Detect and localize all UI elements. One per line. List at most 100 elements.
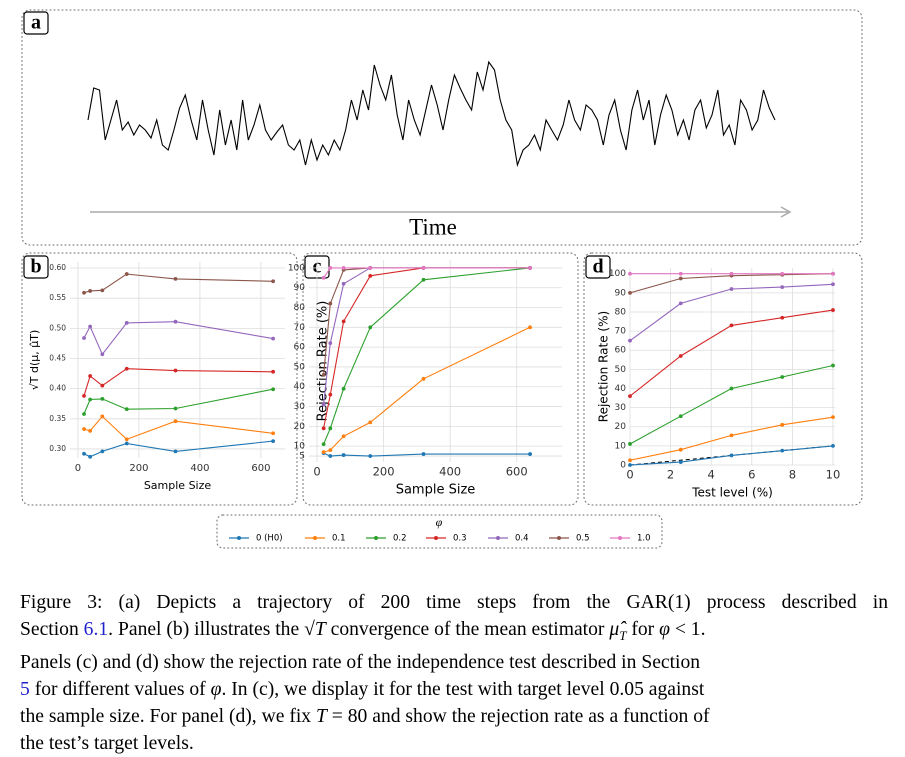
- point: [82, 451, 86, 456]
- point: [100, 352, 105, 357]
- caption-text: < 1.: [669, 619, 706, 640]
- panel-box: [21, 252, 298, 506]
- caption-math: φ: [210, 678, 222, 700]
- caption-link[interactable]: 6.1: [83, 619, 109, 640]
- caption-line: Panels (c) and (d) show the rejection ra…: [20, 649, 888, 676]
- x-tick-label: 600: [506, 465, 528, 479]
- point: [678, 414, 683, 419]
- point: [173, 368, 178, 373]
- point: [729, 453, 734, 458]
- point: [88, 397, 93, 402]
- point: [341, 281, 346, 286]
- caption-line: Figure 3: (a) Depicts a trajectory of 20…: [20, 589, 888, 616]
- panel-label: b: [30, 256, 41, 278]
- y-tick-label: 50: [294, 362, 306, 372]
- panel-label-box: [23, 255, 49, 279]
- point: [328, 266, 333, 270]
- point: [124, 441, 129, 446]
- point: [100, 383, 105, 388]
- point: [328, 426, 333, 431]
- legend-label: 1.0: [637, 534, 651, 544]
- caption-math: T: [619, 627, 627, 643]
- x-tick-label: 200: [129, 463, 148, 474]
- y-tick-label: 0: [620, 461, 626, 471]
- point: [88, 289, 93, 293]
- legend-label: 0.5: [576, 534, 590, 544]
- point: [321, 426, 326, 431]
- point: [368, 266, 373, 270]
- y-tick-label: 0.45: [49, 353, 66, 362]
- series-line: [83, 368, 274, 397]
- point: [528, 266, 532, 270]
- caption-math: √T: [304, 619, 326, 640]
- point: [678, 271, 683, 276]
- caption-text: convergence of the mean estimator: [325, 619, 610, 640]
- series-line: [323, 452, 530, 457]
- legend-label: 0.4: [515, 534, 529, 544]
- panel-label-box: [23, 11, 49, 35]
- point: [780, 422, 785, 427]
- y-tick-label: 50: [615, 365, 627, 375]
- series-line: [323, 267, 530, 375]
- x-tick-label: 6: [748, 468, 755, 482]
- point: [328, 448, 333, 453]
- point: [124, 407, 129, 412]
- point: [173, 276, 178, 281]
- y-tick-label: 10: [615, 441, 627, 451]
- x-axis-label: Test level (%): [691, 486, 773, 500]
- legend-label: 0.3: [453, 534, 467, 544]
- y-tick-label: 80: [615, 307, 627, 317]
- legend-marker: [237, 536, 241, 540]
- y-tick-label: 70: [615, 327, 627, 337]
- point: [321, 372, 326, 377]
- point: [831, 415, 835, 420]
- point: [271, 387, 276, 392]
- point: [628, 271, 632, 276]
- panel-label: a: [31, 12, 41, 34]
- point: [88, 428, 93, 433]
- point: [780, 285, 785, 290]
- x-tick-label: 0: [75, 463, 81, 474]
- point: [678, 301, 683, 306]
- point: [82, 336, 86, 340]
- x-tick-label: 2: [667, 468, 674, 482]
- point: [831, 443, 835, 448]
- legend-title: φ: [436, 515, 443, 529]
- point: [173, 419, 178, 424]
- time-arrow-head: [780, 206, 792, 218]
- point: [341, 319, 346, 324]
- point: [628, 290, 632, 295]
- caption-text: . Panel (b) illustrates the: [108, 619, 305, 640]
- caption: Figure 3: (a) Depicts a trajectory of 20…: [20, 589, 888, 757]
- point: [729, 323, 734, 328]
- point: [368, 454, 373, 458]
- point: [271, 336, 276, 341]
- y-axis-label: √T d(μ, μ̂T): [28, 330, 41, 391]
- point: [729, 287, 734, 291]
- caption-link[interactable]: 5: [20, 678, 30, 700]
- legend-marker: [496, 536, 500, 540]
- x-tick-label: 8: [789, 468, 796, 482]
- point: [831, 271, 835, 276]
- y-tick-label: 100: [609, 269, 626, 279]
- point: [341, 266, 346, 270]
- point: [628, 394, 632, 399]
- point: [271, 439, 276, 444]
- legend-label: 0.1: [332, 534, 346, 544]
- panel-box: [302, 252, 579, 506]
- x-tick-label: 200: [373, 465, 395, 479]
- caption-text: the sample size. For panel (d), we fix: [20, 705, 316, 727]
- x-axis-label: Sample Size: [144, 479, 212, 492]
- legend-marker: [434, 536, 438, 540]
- point: [82, 290, 86, 295]
- point: [729, 433, 734, 438]
- point: [421, 452, 426, 456]
- point: [100, 414, 105, 419]
- y-tick-label: 80: [294, 303, 306, 313]
- point: [328, 341, 333, 346]
- point: [528, 325, 532, 330]
- legend-label: 0 (H0): [256, 534, 283, 544]
- caption-text: Panels (c) and (d) show the rejection ra…: [20, 651, 701, 673]
- point: [328, 392, 333, 397]
